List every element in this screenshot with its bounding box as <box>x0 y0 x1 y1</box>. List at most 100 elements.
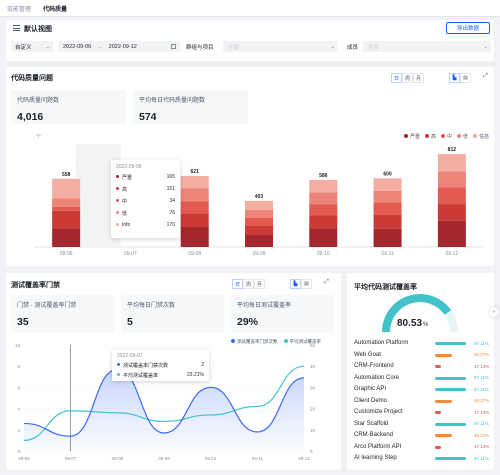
legend-item[interactable]: 严重 <box>404 133 420 140</box>
y-left-tick: 6 <box>17 385 20 390</box>
bar-segment <box>309 228 338 247</box>
x-tick-label: 09-07 <box>124 251 137 257</box>
bar-segment <box>309 192 338 205</box>
coverage-item-label[interactable]: Arco Platform API <box>354 443 402 450</box>
breadcrumb-current: 代码质量 <box>43 6 68 13</box>
group-value: 全部 <box>228 44 240 51</box>
y-left-tick: 4 <box>17 407 20 412</box>
legend-item[interactable]: 测试覆盖率门禁次数 <box>231 339 278 345</box>
coverage-item-label[interactable]: Web Goat <box>354 351 381 358</box>
tooltip-value: 2 <box>201 362 204 368</box>
issues-card: 代码质量问题 日 周 月 ▙ ▤ ⤢ 代码质量问题数 4,016 平均每日代码质… <box>6 67 494 266</box>
kpi-label: 门禁 - 测试覆盖率门禁 <box>17 303 77 309</box>
table-icon[interactable]: ▤ <box>460 73 471 83</box>
breadcrumb-parent[interactable]: 效能管理 <box>7 6 32 13</box>
chart-icon[interactable]: ▙ <box>449 73 460 83</box>
start-date[interactable]: 2022-09-06 <box>63 43 92 50</box>
coverage-item-label[interactable]: Automation Core <box>354 374 400 381</box>
legend-item[interactable]: 低 <box>457 133 468 140</box>
view-title: 默认视图 <box>24 26 52 33</box>
tooltip-row: 平均测试覆盖率 23.21% <box>117 372 204 379</box>
coverage-item-label[interactable]: Client Demo <box>354 397 388 404</box>
bar-segment <box>180 188 209 202</box>
member-label: 成员 <box>347 45 359 51</box>
coverage-item-label[interactable]: AI learning Step <box>354 455 397 461</box>
avg-coverage-card <box>347 273 494 470</box>
coverage-item-value: 87.11% <box>474 386 489 392</box>
coverage-view-toggle: ▙ ▤ <box>290 279 312 289</box>
bar-total-label: 812 <box>448 147 457 153</box>
x-tick-label: 09-06 <box>18 456 30 461</box>
chevron-down-icon: ⌄ <box>45 43 50 50</box>
legend-dot <box>425 134 430 138</box>
tab-month[interactable]: 月 <box>254 279 265 289</box>
member-select[interactable]: 全部 ⌄ <box>363 41 491 52</box>
x-tick-label: 09-12 <box>445 251 458 257</box>
tab-day[interactable]: 日 <box>232 279 243 289</box>
x-tick-label: 09-09 <box>158 456 170 461</box>
table-icon[interactable]: ▤ <box>301 279 312 289</box>
tab-week[interactable]: 周 <box>402 73 413 83</box>
tooltip-row: 低 76 <box>116 210 175 217</box>
end-date[interactable]: 2022-09-12 <box>108 43 137 50</box>
coverage-item-bar <box>435 434 453 437</box>
coverage-item-label[interactable]: Graphic API <box>354 386 387 392</box>
expand-icon[interactable]: ⤢ <box>324 279 329 285</box>
issues-title: 代码质量问题 <box>11 75 53 82</box>
y-left-tick: 10 <box>15 343 21 348</box>
legend-dot <box>231 339 235 343</box>
bar-segment <box>245 217 273 226</box>
bar-segment <box>309 215 338 229</box>
coverage-item-label[interactable]: Star Scaffold <box>354 420 389 427</box>
bar-segment <box>309 179 338 193</box>
legend-item[interactable]: 中 <box>441 133 452 140</box>
coverage-item-value: 48.27% <box>474 398 490 403</box>
coverage-item-value: 17.13% <box>474 444 490 449</box>
gauge-value-wrap: 80.53% <box>397 318 428 329</box>
tooltip-value: 165 <box>166 174 175 180</box>
bar-segment <box>52 210 81 229</box>
tooltip-row: 中 34 <box>116 198 175 205</box>
export-button[interactable]: 导出数据 <box>446 22 490 34</box>
bar-segment <box>52 178 81 199</box>
chart-icon[interactable]: ▙ <box>290 279 301 289</box>
tooltip-row: Info 170 <box>116 222 175 228</box>
date-range-picker[interactable]: 2022-09-06 → 2022-09-12 <box>58 41 180 52</box>
tab-week[interactable]: 周 <box>243 279 254 289</box>
chevron-down-icon: ⌄ <box>330 43 335 50</box>
kpi-label: 代码质量问题数 <box>17 98 60 104</box>
date-mode-select[interactable]: 自定义 ⌄ <box>11 41 53 52</box>
date-mode-value: 自定义 <box>15 44 32 51</box>
tooltip-value: 34 <box>169 198 175 204</box>
coverage-item-label[interactable]: CRM-Frontend <box>354 363 394 369</box>
legend-dot <box>473 134 478 138</box>
kpi-issue-count: 代码质量问题数 4,016 <box>11 90 126 124</box>
legend-item[interactable]: 高 <box>425 133 436 140</box>
view-menu-icon[interactable] <box>13 25 20 31</box>
coverage-item-value: 48.27% <box>474 352 490 357</box>
coverage-legend: 测试覆盖率门禁次数 平均测试覆盖率 <box>231 339 321 345</box>
bar-segment <box>437 171 466 188</box>
coverage-item-label[interactable]: Automation Platform <box>354 340 409 346</box>
line-avg-coverage <box>23 365 305 441</box>
y-right-tick: 0 <box>310 449 313 454</box>
legend-item[interactable]: 信息 <box>473 133 489 140</box>
coverage-item-bar <box>435 388 467 391</box>
kpi-value: 29% <box>237 316 259 328</box>
kpi-daily-issue: 平均每日代码质量问题数 574 <box>133 90 248 124</box>
kpi-value: 4,016 <box>17 111 44 123</box>
group-select[interactable]: 全部 ⌄ <box>223 41 338 52</box>
coverage-item-label[interactable]: CRM-Backend <box>354 432 394 438</box>
legend-item[interactable]: 平均测试覆盖率 <box>283 339 321 345</box>
x-tick-label: 09-11 <box>252 456 264 461</box>
bar-segment <box>373 202 402 215</box>
scroll-right-button[interactable]: › <box>489 307 499 317</box>
coverage-item-label[interactable]: Customize Project <box>354 409 403 415</box>
y-right-tick: 10 <box>310 428 316 433</box>
tab-month[interactable]: 月 <box>413 73 424 83</box>
x-tick-label: 09-10 <box>317 251 330 257</box>
tab-day[interactable]: 日 <box>391 73 402 83</box>
member-value: 全部 <box>368 44 380 51</box>
expand-icon[interactable]: ⤢ <box>483 73 488 79</box>
coverage-tooltip: 2022-09-07 测试覆盖率门禁次数 2 平均测试覆盖率 23.21% <box>112 350 209 381</box>
